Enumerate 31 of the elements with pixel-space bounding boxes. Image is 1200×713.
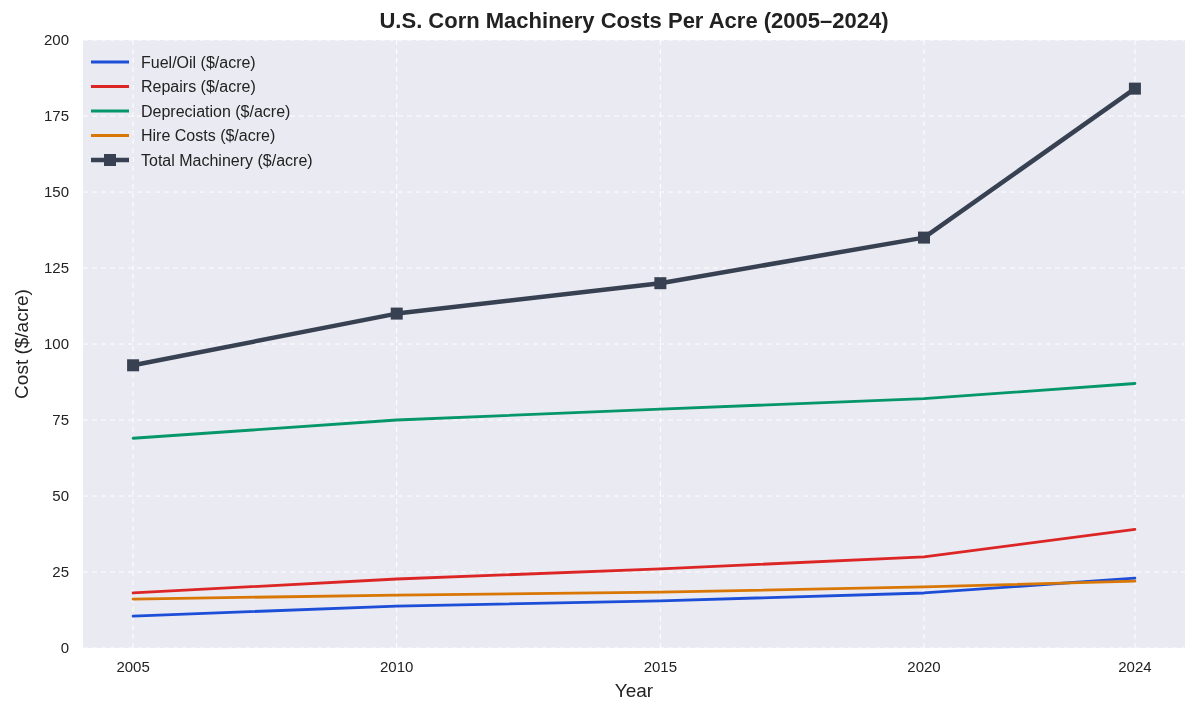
y-tick-label: 150 [43,183,69,201]
legend-label: Repairs ($/acre) [141,78,256,96]
legend-label: Hire Costs ($/acre) [141,127,276,145]
point [1128,82,1141,95]
line-series [131,576,1137,618]
y-tick-label: 125 [43,259,69,277]
y-tick-label: 100 [43,335,69,353]
point [390,307,403,320]
y-tick-label: 175 [43,107,69,125]
x-axis-title: Year [614,680,654,701]
x-tick-label: 2015 [643,658,678,675]
point [918,231,930,244]
line-series [131,382,1137,440]
chart-title: U.S. Corn Machinery Costs Per Acre (2005–2024) [379,8,889,33]
point [654,277,667,290]
legend-label: Depreciation ($/acre) [141,102,291,120]
y-tick-label: 25 [52,563,69,581]
y-tick-label: 0 [60,639,69,657]
x-tick-label: 2005 [116,658,150,675]
line-series [131,579,1137,601]
point [127,359,140,372]
x-tick-label: 2010 [380,658,414,675]
legend-label: Fuel/Oil ($/acre) [141,53,256,71]
legend-label: Total Machinery ($/acre) [141,151,313,169]
x-tick-label: 2020 [907,658,941,675]
y-tick-label: 200 [43,31,69,49]
y-tick-label: 75 [52,411,69,429]
y-tick-label: 50 [52,487,69,505]
x-tick-label: 2024 [1118,658,1152,675]
line-series [131,528,1137,595]
y-axis-title: Cost ($/acre) [11,289,32,399]
